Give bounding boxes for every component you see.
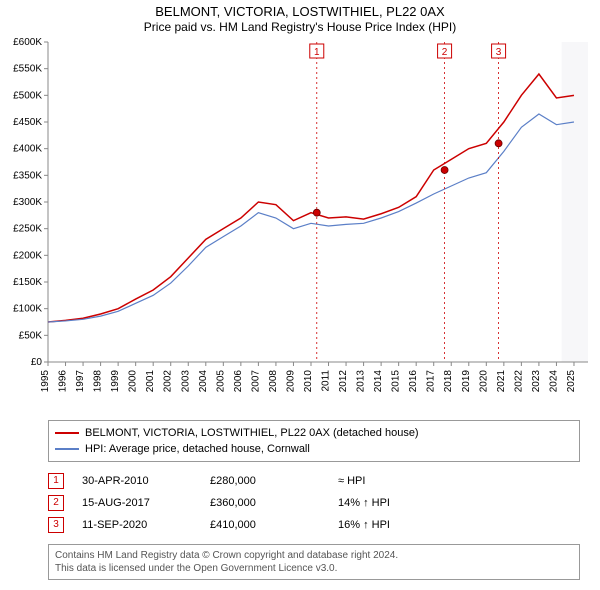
svg-text:2008: 2008	[268, 370, 279, 393]
legend-label: BELMONT, VICTORIA, LOSTWITHIEL, PL22 0AX…	[85, 425, 419, 441]
svg-text:2024: 2024	[548, 370, 559, 393]
chart: £0 £50K £100K £150K £200K £250K £300K £350K £400…	[0, 34, 600, 414]
svg-text:2023: 2023	[531, 370, 542, 393]
svg-text:£50K: £50K	[19, 330, 43, 341]
chart-subtitle: Price paid vs. HM Land Registry's House …	[0, 20, 600, 34]
svg-text:1999: 1999	[110, 370, 121, 393]
sale-delta: 16% ↑ HPI	[338, 514, 390, 536]
chart-container: { "title": { "main": "BELMONT, VICTORIA,…	[0, 0, 600, 590]
svg-text:£150K: £150K	[13, 277, 42, 288]
sale-price: £360,000	[210, 492, 320, 514]
chart-title: BELMONT, VICTORIA, LOSTWITHIEL, PL22 0AX	[0, 4, 600, 19]
svg-text:1995: 1995	[40, 370, 51, 393]
legend-label: HPI: Average price, detached house, Corn…	[85, 441, 310, 457]
svg-text:2019: 2019	[461, 370, 472, 393]
svg-text:2020: 2020	[478, 370, 489, 393]
svg-text:£450K: £450K	[13, 117, 42, 128]
svg-text:£0: £0	[31, 357, 43, 368]
legend-swatch	[55, 432, 79, 434]
sale-price: £280,000	[210, 470, 320, 492]
sale-price: £410,000	[210, 514, 320, 536]
svg-text:2003: 2003	[180, 370, 191, 393]
sale-date: 11-SEP-2020	[82, 514, 192, 536]
svg-text:£550K: £550K	[13, 64, 42, 75]
svg-text:2000: 2000	[128, 370, 139, 393]
svg-text:2005: 2005	[215, 370, 226, 393]
footer-line: Contains HM Land Registry data © Crown c…	[55, 549, 573, 562]
footer-line: This data is licensed under the Open Gov…	[55, 562, 573, 575]
svg-text:2018: 2018	[443, 370, 454, 393]
sales-table: 1 30-APR-2010 £280,000 ≈ HPI 2 15-AUG-20…	[48, 470, 580, 536]
sale-marker-icon: 1	[48, 473, 64, 489]
svg-text:2007: 2007	[250, 370, 261, 393]
svg-text:£300K: £300K	[13, 197, 42, 208]
svg-text:2015: 2015	[391, 370, 402, 393]
svg-text:1996: 1996	[58, 370, 69, 393]
svg-text:£400K: £400K	[13, 144, 42, 155]
sale-row: 3 11-SEP-2020 £410,000 16% ↑ HPI	[48, 514, 580, 536]
svg-text:2002: 2002	[163, 370, 174, 393]
legend-swatch	[55, 448, 79, 450]
title-block: BELMONT, VICTORIA, LOSTWITHIEL, PL22 0AX…	[0, 0, 600, 34]
svg-text:2009: 2009	[285, 370, 296, 393]
svg-text:2017: 2017	[426, 370, 437, 393]
svg-text:1: 1	[314, 47, 320, 58]
svg-text:3: 3	[496, 47, 502, 58]
svg-text:£600K: £600K	[13, 37, 42, 48]
svg-text:2006: 2006	[233, 370, 244, 393]
svg-text:£500K: £500K	[13, 90, 42, 101]
svg-text:£350K: £350K	[13, 170, 42, 181]
legend-item: HPI: Average price, detached house, Corn…	[55, 441, 573, 457]
svg-text:2016: 2016	[408, 370, 419, 393]
svg-text:2012: 2012	[338, 370, 349, 393]
svg-text:2011: 2011	[321, 370, 332, 392]
svg-text:2004: 2004	[198, 370, 209, 393]
footer-note: Contains HM Land Registry data © Crown c…	[48, 544, 580, 580]
svg-text:2001: 2001	[145, 370, 156, 393]
svg-text:2010: 2010	[303, 370, 314, 393]
legend-item: BELMONT, VICTORIA, LOSTWITHIEL, PL22 0AX…	[55, 425, 573, 441]
sale-date: 15-AUG-2017	[82, 492, 192, 514]
sale-marker-icon: 2	[48, 495, 64, 511]
sale-date: 30-APR-2010	[82, 470, 192, 492]
svg-text:1998: 1998	[93, 370, 104, 393]
sale-delta: ≈ HPI	[338, 470, 365, 492]
svg-text:£250K: £250K	[13, 224, 42, 235]
svg-text:2: 2	[442, 47, 448, 58]
svg-text:2021: 2021	[496, 370, 507, 393]
svg-text:2025: 2025	[566, 370, 577, 393]
svg-text:2022: 2022	[513, 370, 524, 393]
sale-row: 1 30-APR-2010 £280,000 ≈ HPI	[48, 470, 580, 492]
sale-delta: 14% ↑ HPI	[338, 492, 390, 514]
svg-text:2014: 2014	[373, 370, 384, 393]
svg-text:£100K: £100K	[13, 304, 42, 315]
svg-text:1997: 1997	[75, 370, 86, 393]
chart-svg: £0 £50K £100K £150K £200K £250K £300K £350K £400…	[0, 34, 600, 414]
sale-marker-icon: 3	[48, 517, 64, 533]
svg-text:2013: 2013	[356, 370, 367, 393]
sale-row: 2 15-AUG-2017 £360,000 14% ↑ HPI	[48, 492, 580, 514]
legend: BELMONT, VICTORIA, LOSTWITHIEL, PL22 0AX…	[48, 420, 580, 462]
svg-text:£200K: £200K	[13, 250, 42, 261]
